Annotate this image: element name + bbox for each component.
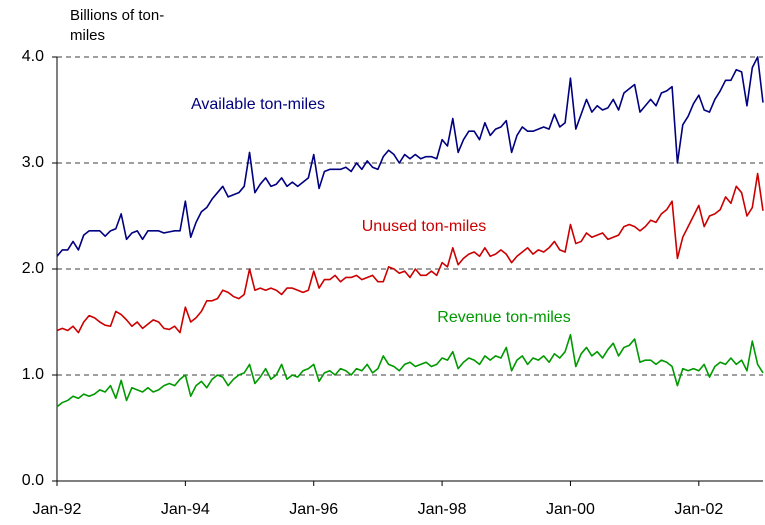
y-tick-label: 0.0 [22,472,44,489]
y-tick-label: 3.0 [22,154,44,171]
series-line [56,333,764,408]
x-tick-label: Jan-02 [674,501,723,518]
series-label: Unused ton-miles [362,218,487,235]
series-line [56,56,764,257]
x-tick-label: Jan-98 [418,501,467,518]
series-label: Revenue ton-miles [437,309,570,326]
y-tick-label: 4.0 [22,48,44,65]
x-tick-label: Jan-94 [161,501,210,518]
x-tick-label: Jan-96 [289,501,338,518]
y-axis-label: Billions of ton-miles [70,7,165,44]
x-tick-label: Jan-92 [33,501,82,518]
series-label: Available ton-miles [191,96,325,113]
x-tick-label: Jan-00 [546,501,595,518]
series-line [56,172,764,334]
y-tick-label: 2.0 [22,260,44,277]
y-tick-label: 1.0 [22,366,44,383]
